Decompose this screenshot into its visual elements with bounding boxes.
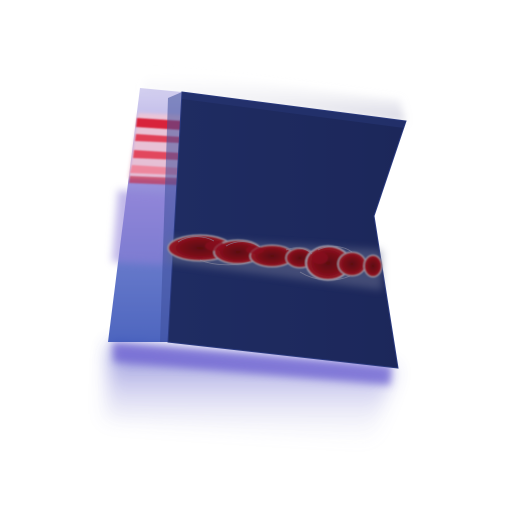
left-volume-face: [108, 88, 183, 342]
lower-volume-haze: [105, 342, 395, 440]
folded-slab: [167, 91, 407, 369]
turbulent-band: [167, 234, 383, 290]
upper-volume-haze: [142, 68, 405, 122]
